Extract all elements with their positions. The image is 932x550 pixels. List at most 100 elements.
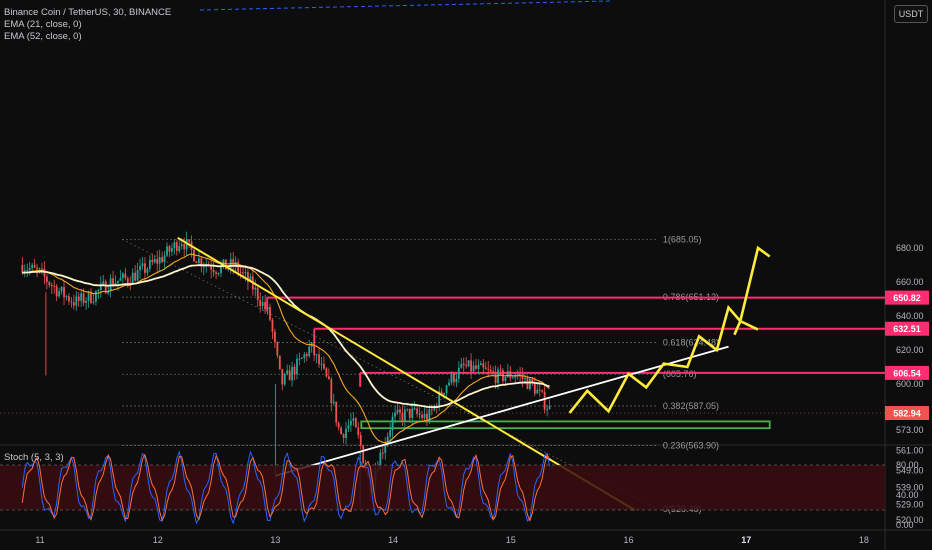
candle-body [296,358,298,375]
candle-body [511,377,514,379]
current-price-tag [885,406,929,421]
candle-body [193,249,195,262]
candle-body [426,413,428,422]
candle-body [332,401,335,404]
candle-body [399,409,401,413]
candle-body [232,259,235,267]
resistance-tag [885,290,929,305]
candle-body [320,363,323,365]
candle-body [386,436,389,445]
candle-body [68,296,70,302]
candle-body [303,354,306,358]
candle-body [308,346,311,357]
candle-body [210,266,213,270]
stoch-tick-label: 40.00 [896,490,919,500]
x-tick-label: 15 [506,535,516,545]
x-tick-label: 17 [741,535,751,545]
candle-body [403,409,406,421]
candle-body [440,391,443,395]
candle-body [283,373,286,385]
candle-body [269,306,271,320]
candle-body [60,286,63,292]
candle-body [50,285,53,287]
candle-body [70,301,73,303]
candle-body [327,376,330,380]
candle-body [350,420,352,426]
support-zone-box [360,420,771,430]
candle-body [281,369,284,385]
candle-body [158,257,161,264]
candle-body [185,239,188,250]
candle-body [139,265,141,271]
candle-body [337,422,340,428]
candle-body [45,276,48,283]
candle-body [97,290,100,292]
candle-body [497,369,499,384]
ema21-line [22,253,550,444]
resistance-tag-label: 606.54 [893,368,921,378]
candle-body [345,428,347,439]
candle-body [168,246,171,252]
candle-body [418,413,421,415]
x-tick-label: 16 [623,535,633,545]
fib-diagonal [122,239,659,510]
fib-level-label: 0.618(624.48) [663,337,719,347]
candle-body [117,280,119,283]
candle-body [259,300,262,306]
candle-body [55,286,58,297]
stoch-title[interactable]: Stoch (5, 3, 3) [4,452,64,463]
candle-body [102,281,105,284]
currency-button[interactable]: USDT [894,5,928,23]
candle-body [524,377,526,379]
candle-body [484,367,487,370]
candle-body [543,391,546,410]
candle-body [288,370,291,381]
resistance-tag-label: 632.51 [893,324,921,334]
y-tick-label: 680.00 [896,243,924,253]
candle-body [416,408,419,414]
candle-body [286,370,289,374]
candle-body [448,382,450,386]
candle-body [148,259,151,269]
y-tick-label: 620.00 [896,345,924,355]
candle-body [212,269,215,273]
candle-body [23,270,26,273]
symbol-title[interactable]: Binance Coin / TetherUS, 30, BINANCE [4,7,172,18]
candle-body [163,255,166,263]
candle-body [462,363,465,366]
candle-body [354,418,357,428]
candle-body [352,418,355,421]
candle-body [504,377,507,382]
candle-body [48,282,51,286]
candle-body [453,373,455,383]
candle-body [215,272,217,274]
candle-body [178,245,181,252]
candle-body [254,287,257,290]
candle-body [472,365,475,372]
resistance-tag-label: 650.82 [893,293,921,303]
candle-body [107,291,110,294]
candle-body [261,302,264,306]
ema52-legend[interactable]: EMA (52, close, 0) [4,31,82,42]
candle-body [153,259,156,263]
uptrend-line [275,345,729,477]
candle-body [323,363,325,369]
candle-body [77,296,80,301]
candle-body [131,272,134,285]
candle-body [249,276,252,282]
projection-path [568,245,771,414]
ema21-legend[interactable]: EMA (21, close, 0) [4,19,82,30]
candle-body [359,435,362,446]
y-tick-label: 600.00 [896,379,924,389]
candle-body [519,374,522,376]
candle-body [134,272,137,281]
candle-body [423,413,426,418]
candle-body [119,278,122,281]
candle-body [43,268,46,277]
candle-body [87,291,90,301]
candle-body [489,369,492,372]
candle-body [421,414,423,418]
candle-body [457,367,460,379]
candle-body [340,427,343,435]
